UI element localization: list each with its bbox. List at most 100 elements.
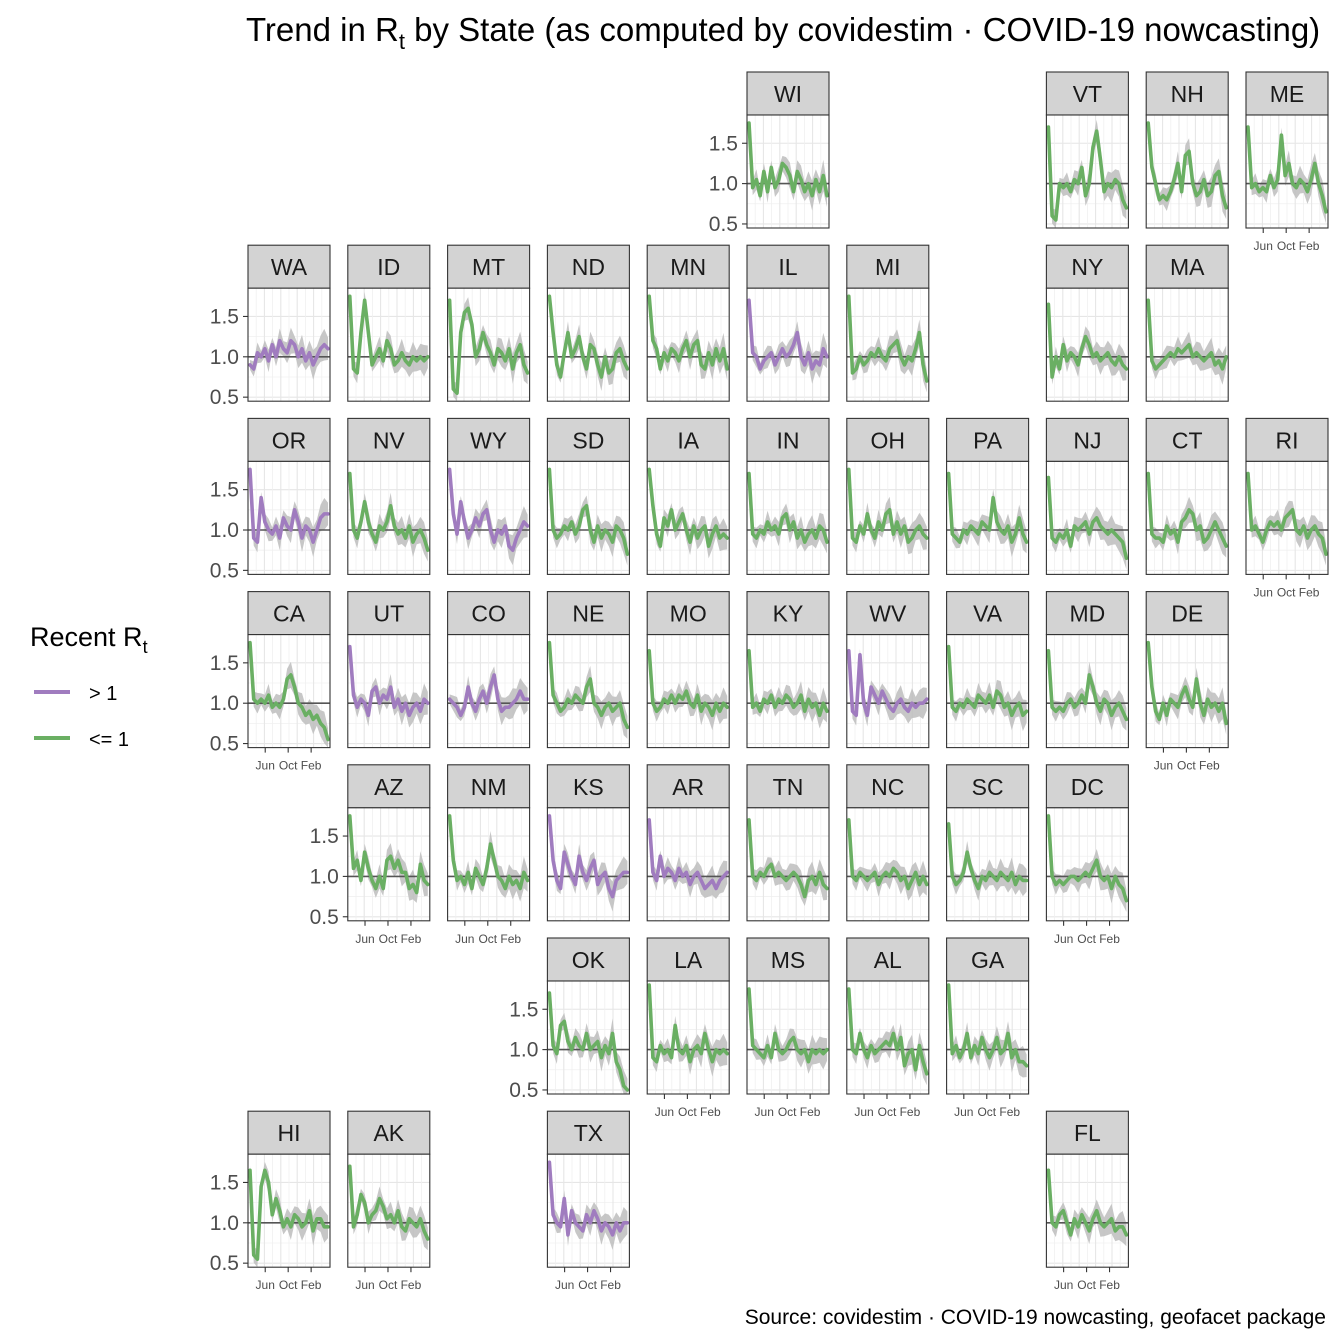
panel-border xyxy=(447,460,531,575)
strip-label: HI xyxy=(278,1120,301,1146)
rt-series-line xyxy=(547,991,630,1092)
x-tick-label: Jun xyxy=(256,1278,275,1292)
rt-series-line xyxy=(1046,1168,1129,1237)
state-panel-mt: MT xyxy=(447,244,531,402)
panel-border xyxy=(1045,807,1129,922)
state-panel-me: ME Jun Oct Feb xyxy=(1245,71,1329,253)
panel-border xyxy=(1145,634,1229,749)
title-subscript: t xyxy=(399,29,405,54)
panel-border xyxy=(247,287,331,402)
state-panel-ny: NY xyxy=(1045,244,1129,402)
strip-mi xyxy=(846,244,930,289)
state-panel-wi: WI 0.5 1.0 1.5 xyxy=(709,71,830,236)
rt-series-line xyxy=(647,467,730,548)
strip-label: WY xyxy=(470,427,507,453)
x-tick-label: Jun xyxy=(954,1105,973,1119)
state-panel-tn: TN xyxy=(746,764,830,922)
state-panel-dc: DC Jun Oct Feb xyxy=(1045,764,1129,946)
strip-me xyxy=(1245,71,1329,116)
strip-label: CT xyxy=(1172,427,1203,453)
rt-series-line xyxy=(347,294,430,375)
strip-mn xyxy=(646,244,730,289)
rt-series-line xyxy=(447,814,530,891)
strip-co xyxy=(447,591,531,636)
x-tick-label: Oct xyxy=(1277,239,1296,253)
x-tick-label: Jun xyxy=(455,932,474,946)
strip-label: MA xyxy=(1170,254,1205,280)
state-panel-nc: NC xyxy=(846,764,930,922)
strip-mt xyxy=(447,244,531,289)
strip-label: NY xyxy=(1071,254,1103,280)
state-panel-ky: KY xyxy=(746,591,830,749)
uncertainty-band xyxy=(1048,811,1127,912)
strip-label: SD xyxy=(572,427,604,453)
strip-nd xyxy=(546,244,630,289)
state-panel-il: IL xyxy=(746,244,830,402)
rt-series-line xyxy=(248,1168,330,1261)
strip-label: NM xyxy=(471,774,507,800)
strip-label: WA xyxy=(271,254,308,280)
x-tick-label: Jun xyxy=(1254,239,1273,253)
state-panel-nv: NV xyxy=(347,417,431,575)
rt-series-line xyxy=(846,818,929,891)
strip-label: TX xyxy=(574,1120,603,1146)
panel-border xyxy=(447,634,531,749)
strip-label: ID xyxy=(377,254,400,280)
y-tick-label: 1.5 xyxy=(210,652,239,675)
strip-wv xyxy=(846,591,930,636)
panel-border xyxy=(746,287,830,402)
strip-label: MO xyxy=(670,601,707,627)
rt-series-line xyxy=(647,818,730,891)
x-tick-label: Feb xyxy=(600,1278,621,1292)
panel-border xyxy=(347,287,431,402)
rt-series-line xyxy=(946,471,1029,544)
uncertainty-band xyxy=(948,641,1027,732)
rt-series-line xyxy=(1146,471,1228,548)
rt-series-line xyxy=(347,1164,430,1241)
x-tick-label: Feb xyxy=(1099,932,1120,946)
panel-border xyxy=(546,1153,630,1268)
strip-label: FL xyxy=(1074,1120,1101,1146)
state-panel-de: DE Jun Oct Feb xyxy=(1145,591,1229,773)
strip-label: MN xyxy=(670,254,706,280)
strip-wy xyxy=(447,417,531,462)
x-tick-label: Oct xyxy=(478,932,497,946)
strip-az xyxy=(347,764,431,809)
panel-border xyxy=(247,460,331,575)
state-panel-in: IN xyxy=(746,417,830,575)
panel-border xyxy=(846,287,930,402)
panel-border xyxy=(546,634,630,749)
strip-label: AR xyxy=(672,774,704,800)
strip-label: KY xyxy=(773,601,804,627)
x-tick-label: Oct xyxy=(279,1278,298,1292)
strip-nj xyxy=(1045,417,1129,462)
strip-label: DC xyxy=(1071,774,1104,800)
strip-label: ND xyxy=(572,254,605,280)
x-tick-label: Oct xyxy=(1077,932,1096,946)
rt-series-line xyxy=(1146,640,1228,726)
state-panel-ct: CT xyxy=(1145,417,1229,575)
y-tick-label: 0.5 xyxy=(210,1252,239,1275)
x-tick-label: Jun xyxy=(1154,759,1173,773)
strip-ri xyxy=(1245,417,1329,462)
panel-border xyxy=(846,634,930,749)
strip-ia xyxy=(646,417,730,462)
y-tick-label: 1.0 xyxy=(210,346,239,369)
strip-va xyxy=(946,591,1030,636)
y-tick-label: 1.5 xyxy=(210,479,239,502)
state-panel-mn: MN xyxy=(646,244,730,402)
strip-label: WI xyxy=(774,81,802,107)
strip-label: CO xyxy=(471,601,506,627)
strip-label: AZ xyxy=(374,774,403,800)
state-panel-ma: MA xyxy=(1145,244,1229,402)
x-tick-label: Feb xyxy=(500,932,521,946)
panel-border xyxy=(646,807,730,922)
x-tick-label: Feb xyxy=(900,1105,921,1119)
rt-series-line xyxy=(1246,471,1328,557)
panel-border xyxy=(1245,114,1329,229)
strip-label: SC xyxy=(972,774,1004,800)
state-panel-mo: MO xyxy=(646,591,730,749)
rt-series-line xyxy=(1046,302,1129,379)
x-tick-label: Jun xyxy=(1254,585,1273,599)
rt-series-line xyxy=(946,983,1029,1068)
